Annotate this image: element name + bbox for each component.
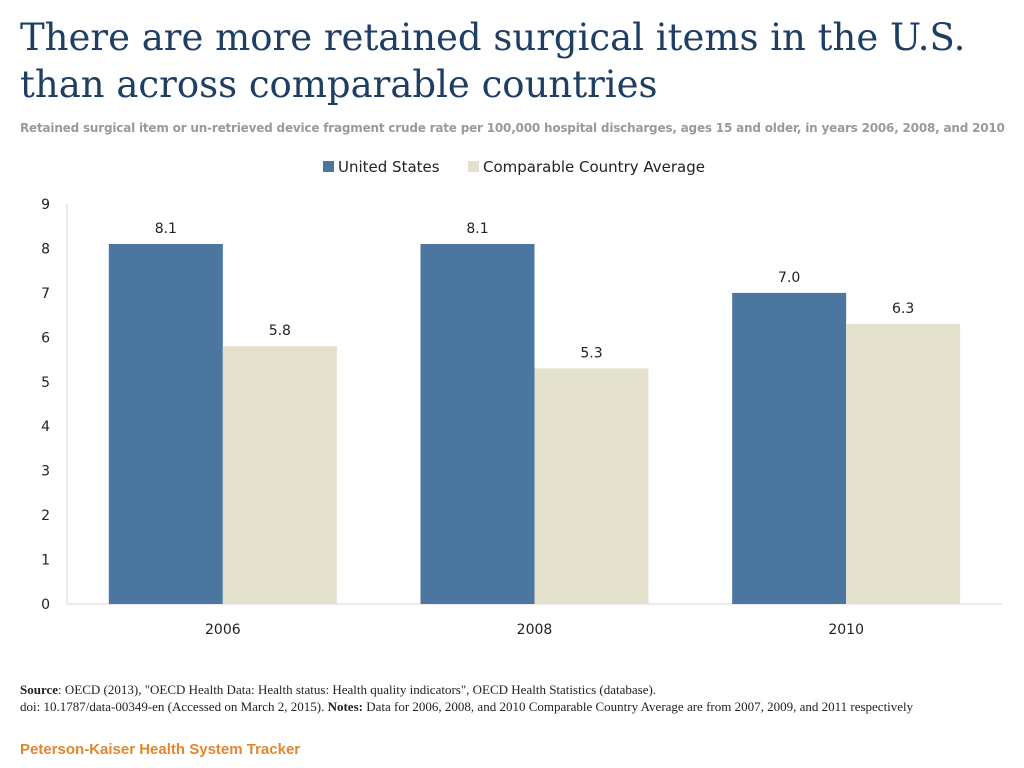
data-label: 7.0	[778, 270, 800, 286]
data-label: 6.3	[892, 301, 914, 317]
y-tick-label: 3	[41, 464, 50, 480]
data-label: 5.8	[269, 323, 291, 339]
chart-subtitle: Retained surgical item or un-retrieved d…	[20, 121, 1005, 135]
notes-label: Notes:	[327, 699, 363, 714]
legend-label-united-states: United States	[338, 158, 440, 176]
brand-logo-text: Peterson-Kaiser Health System Tracker	[20, 741, 301, 758]
legend-swatch-comparable-average	[468, 161, 479, 172]
y-tick-label: 1	[41, 553, 50, 569]
y-tick-label: 8	[41, 241, 50, 257]
x-tick-label: 2008	[517, 622, 553, 638]
bars	[108, 244, 961, 604]
bar-united-states-2010	[732, 292, 847, 604]
legend-label-comparable-average: Comparable Country Average	[483, 158, 705, 176]
bar-united-states-2008	[420, 244, 535, 604]
source-text: : OECD (2013), "OECD Health Data: Health…	[58, 682, 657, 697]
x-tick-label: 2006	[205, 622, 241, 638]
source-label: Source	[20, 682, 59, 697]
bar-comparable-average-2006	[222, 346, 337, 604]
data-label: 8.1	[466, 221, 488, 237]
bar-comparable-average-2010	[846, 324, 961, 604]
bar-united-states-2006	[108, 244, 223, 604]
y-axis-tick-labels: 0 1 2 3 4 5 6 7 8 9	[41, 197, 50, 613]
chart-title: There are more retained surgical items i…	[20, 16, 966, 106]
bar-chart: United States Comparable Country Average …	[41, 158, 1002, 638]
y-tick-label: 5	[41, 375, 50, 391]
y-tick-label: 6	[41, 330, 50, 346]
source-note: Source: OECD (2013), "OECD Health Data: …	[20, 681, 1005, 715]
x-tick-label: 2010	[828, 622, 864, 638]
data-labels: 8.1 5.8 8.1 5.3 7.0 6.3	[155, 221, 915, 361]
legend: United States Comparable Country Average	[323, 158, 705, 176]
doi-text: doi: 10.1787/data-00349-en (Accessed on …	[20, 699, 328, 714]
bar-comparable-average-2008	[534, 368, 649, 604]
x-axis-tick-labels: 2006 2008 2010	[205, 622, 864, 638]
notes-text: Data for 2006, 2008, and 2010 Comparable…	[362, 699, 914, 714]
legend-swatch-united-states	[323, 161, 334, 172]
data-label: 5.3	[580, 345, 602, 361]
y-tick-label: 7	[41, 286, 50, 302]
y-tick-label: 9	[41, 197, 50, 213]
y-tick-label: 2	[41, 508, 50, 524]
data-label: 8.1	[155, 221, 177, 237]
y-tick-label: 4	[41, 419, 50, 435]
y-tick-label: 0	[41, 597, 50, 613]
